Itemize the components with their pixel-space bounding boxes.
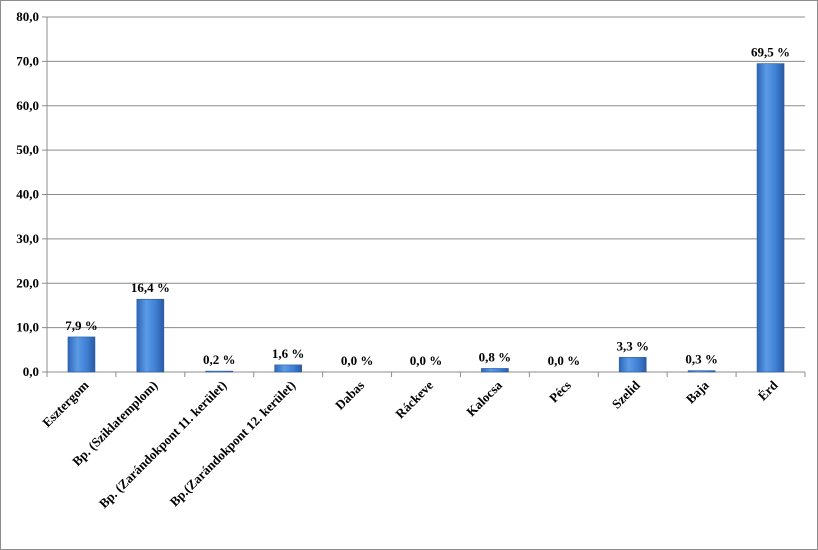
data-label: 3,3 % xyxy=(616,338,649,353)
data-labels: 7,9 % 16,4 % 0,2 % 1,6 % 0,0 % 0,0 % 0,8 % 0,0 … xyxy=(65,45,790,368)
bar xyxy=(756,63,785,373)
category-label: Pécs xyxy=(546,378,574,406)
bar xyxy=(481,368,509,373)
category-label: Szelid xyxy=(609,377,644,412)
data-label: 16,4 % xyxy=(131,280,170,295)
bar xyxy=(274,364,302,373)
data-label: 0,3 % xyxy=(685,352,718,367)
data-label: 0,0 % xyxy=(341,353,374,368)
data-label: 0,0 % xyxy=(548,353,581,368)
category-label: Kalocsa xyxy=(463,377,505,419)
y-tick-label: 0,0 xyxy=(23,364,39,379)
data-label: 7,9 % xyxy=(65,318,98,333)
data-label: 69,5 % xyxy=(751,45,790,60)
bar xyxy=(67,336,96,373)
data-label: 1,6 % xyxy=(272,346,305,361)
y-tick-label: 50,0 xyxy=(16,142,39,157)
data-label: 0,2 % xyxy=(203,352,236,367)
bar xyxy=(618,357,647,373)
y-tick-label: 30,0 xyxy=(16,231,39,246)
category-label: Dabas xyxy=(332,378,367,413)
data-label: 0,8 % xyxy=(479,349,512,364)
y-tick-label: 80,0 xyxy=(16,9,39,24)
category-label: Bp.(Zarándokpont 12. kerület) xyxy=(167,378,299,510)
y-tick-label: 70,0 xyxy=(16,53,39,68)
y-tick-label: 60,0 xyxy=(16,98,39,113)
category-label: Baja xyxy=(683,377,712,406)
y-tick-label: 10,0 xyxy=(16,320,39,335)
y-tick-label: 40,0 xyxy=(16,187,39,202)
category-label: Esztergom xyxy=(39,377,92,430)
category-label: Bp. (Zarándokpont 11. kerület) xyxy=(96,378,229,511)
data-label: 0,0 % xyxy=(410,353,443,368)
bar xyxy=(205,370,234,373)
bar xyxy=(136,298,165,373)
bar xyxy=(687,370,716,373)
y-axis-ticks: 0,0 10,0 20,0 30,0 40,0 50,0 60,0 70,0 80,0 xyxy=(16,9,806,379)
category-label: Ráckeve xyxy=(392,377,436,421)
category-label: Érd xyxy=(755,377,781,403)
y-tick-label: 20,0 xyxy=(16,275,39,290)
bars xyxy=(67,63,785,373)
